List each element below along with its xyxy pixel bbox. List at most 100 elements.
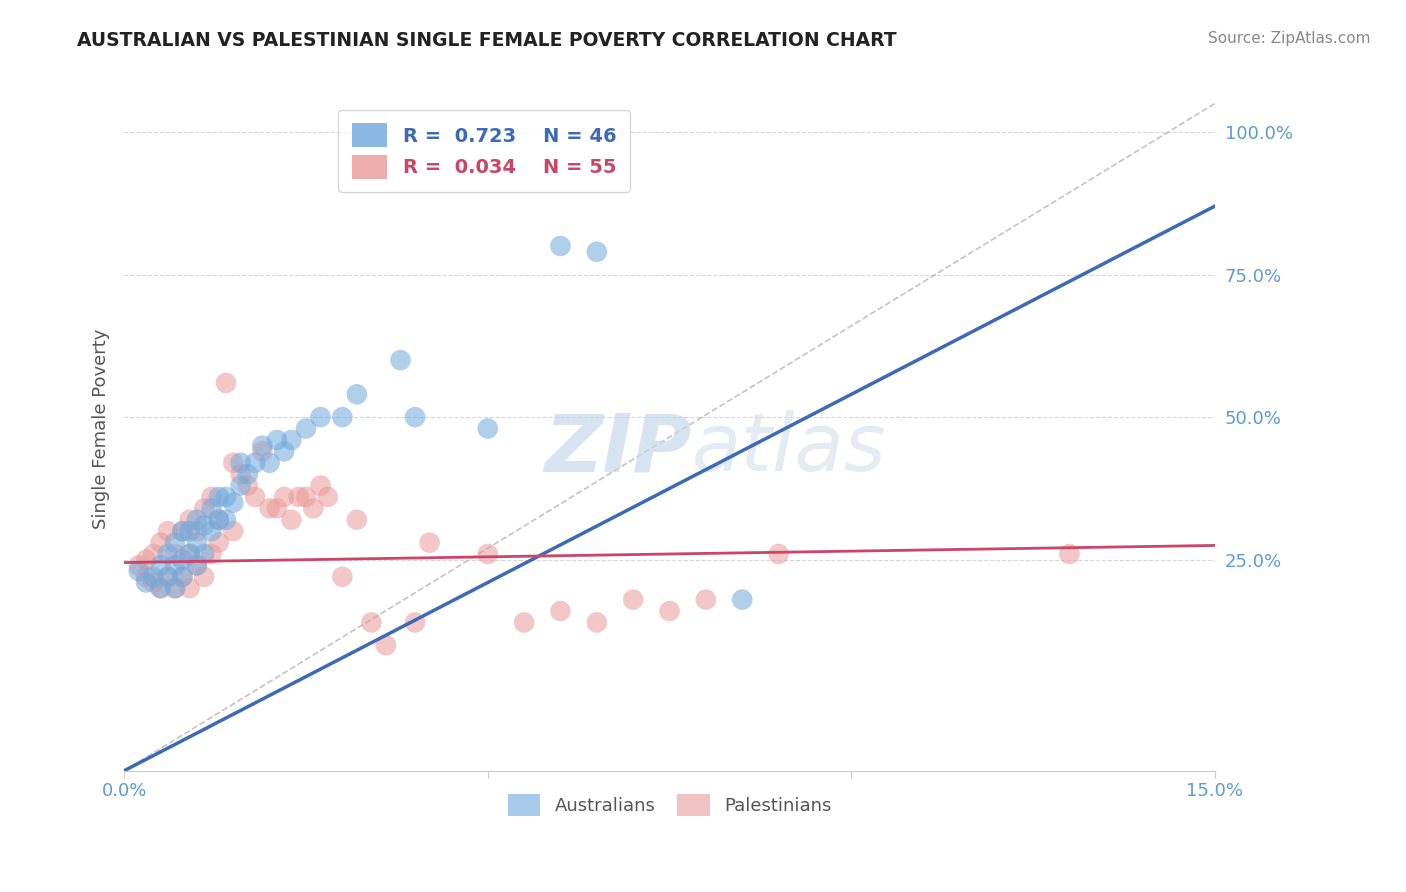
Point (236, 467, 259, 482)
Point (208, 513, 231, 527)
Point (193, 518, 215, 533)
Point (222, 456, 245, 470)
Point (149, 558, 172, 573)
Point (149, 535, 172, 549)
Text: AUSTRALIAN VS PALESTINIAN SINGLE FEMALE POVERTY CORRELATION CHART: AUSTRALIAN VS PALESTINIAN SINGLE FEMALE … (77, 31, 897, 50)
Point (330, 410, 353, 425)
Point (200, 547, 222, 561)
Point (295, 421, 318, 435)
Point (585, 244, 607, 259)
Point (142, 575, 165, 590)
Point (135, 575, 157, 590)
Point (259, 501, 281, 516)
Point (309, 410, 332, 425)
Point (295, 490, 318, 504)
Point (731, 592, 754, 607)
Point (658, 604, 681, 618)
Point (193, 501, 215, 516)
Point (477, 547, 499, 561)
Point (179, 547, 201, 561)
Point (135, 570, 157, 584)
Point (236, 478, 259, 492)
Point (346, 513, 368, 527)
Point (280, 433, 302, 447)
Point (243, 456, 266, 470)
Point (346, 387, 368, 401)
Point (585, 615, 607, 630)
Text: atlas: atlas (692, 410, 886, 488)
Point (316, 490, 339, 504)
Point (179, 581, 201, 595)
Point (215, 376, 238, 390)
Point (287, 490, 309, 504)
Point (200, 490, 222, 504)
Point (389, 353, 412, 368)
Point (208, 513, 231, 527)
Point (172, 570, 194, 584)
Point (222, 496, 245, 510)
Point (165, 535, 187, 549)
Point (186, 524, 208, 538)
Point (252, 439, 274, 453)
Point (156, 524, 179, 538)
Point (330, 570, 353, 584)
Point (215, 513, 238, 527)
Point (252, 444, 274, 458)
Point (142, 547, 165, 561)
Point (128, 564, 150, 578)
Point (179, 513, 201, 527)
Point (243, 490, 266, 504)
Point (419, 535, 441, 549)
Point (208, 535, 231, 549)
Point (259, 456, 281, 470)
Point (273, 490, 295, 504)
Point (280, 513, 302, 527)
Legend: Australians, Palestinians: Australians, Palestinians (501, 787, 838, 823)
Point (172, 570, 194, 584)
Point (186, 558, 208, 573)
Point (165, 581, 187, 595)
Point (156, 570, 179, 584)
Point (302, 501, 325, 516)
Point (135, 552, 157, 566)
Point (229, 467, 252, 482)
Point (266, 433, 288, 447)
Point (229, 478, 252, 492)
Point (375, 638, 398, 652)
Y-axis label: Single Female Poverty: Single Female Poverty (93, 328, 110, 529)
Point (186, 558, 208, 573)
Text: Source: ZipAtlas.com: Source: ZipAtlas.com (1208, 31, 1371, 46)
Point (165, 558, 187, 573)
Point (215, 490, 238, 504)
Point (186, 535, 208, 549)
Point (309, 478, 332, 492)
Point (149, 581, 172, 595)
Point (179, 524, 201, 538)
Point (179, 547, 201, 561)
Point (360, 615, 382, 630)
Point (404, 410, 426, 425)
Point (200, 501, 222, 516)
Point (695, 592, 717, 607)
Point (266, 501, 288, 516)
Point (273, 444, 295, 458)
Point (1059, 547, 1081, 561)
Point (165, 547, 187, 561)
Point (550, 604, 572, 618)
Point (172, 524, 194, 538)
Point (156, 570, 179, 584)
Point (404, 615, 426, 630)
Point (149, 581, 172, 595)
Point (193, 570, 215, 584)
Point (513, 615, 536, 630)
Point (229, 456, 252, 470)
Point (193, 547, 215, 561)
Point (222, 524, 245, 538)
Point (156, 547, 179, 561)
Point (768, 547, 790, 561)
Point (172, 524, 194, 538)
Point (142, 570, 165, 584)
Point (165, 581, 187, 595)
Point (172, 552, 194, 566)
Point (128, 558, 150, 573)
